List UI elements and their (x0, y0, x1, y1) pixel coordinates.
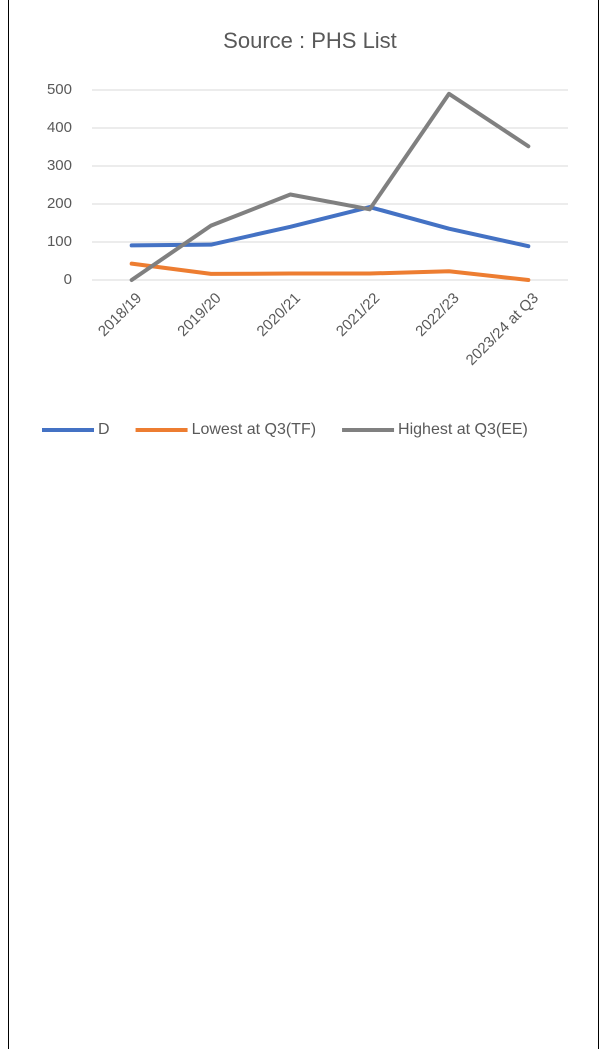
chart-title: Source : PHS List (223, 28, 397, 53)
series-line (129, 91, 531, 282)
legend-label: D (98, 421, 110, 438)
x-tick-label: 2019/20 (174, 290, 224, 340)
y-tick-label: 0 (64, 271, 72, 288)
x-tick-label: 2021/22 (333, 290, 383, 340)
x-tick-label: 2023/24 at Q3 (463, 290, 542, 369)
legend-label: Highest at Q3(EE) (398, 421, 528, 438)
y-tick-label: 500 (47, 81, 72, 98)
legend-label: Lowest at Q3(TF) (192, 421, 316, 438)
y-tick-label: 400 (47, 119, 72, 136)
y-tick-label: 300 (47, 157, 72, 174)
series-line (129, 261, 531, 282)
y-tick-label: 100 (47, 233, 72, 250)
x-tick-label: 2022/23 (412, 290, 462, 340)
x-tick-label: 2018/19 (95, 290, 145, 340)
x-tick-label: 2020/21 (254, 290, 304, 340)
series-line (129, 205, 531, 249)
y-tick-label: 200 (47, 195, 72, 212)
